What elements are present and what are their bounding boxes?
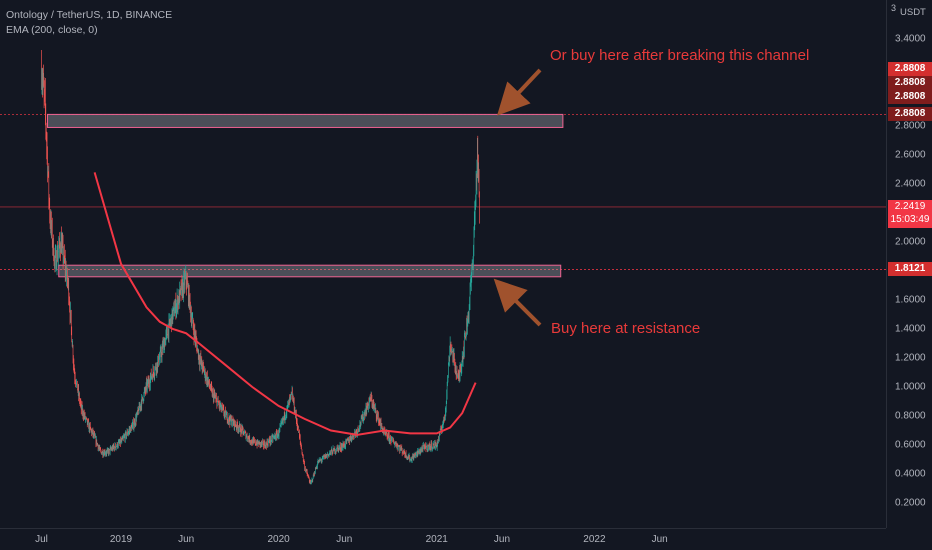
price-tick-label: 2.6000 bbox=[895, 149, 926, 161]
bar-countdown: 15:03:49 bbox=[890, 213, 930, 225]
time-tick-label: Jun bbox=[336, 534, 353, 545]
annotation-upper: Or buy here after breaking this channel bbox=[550, 47, 810, 64]
ema-line bbox=[93, 172, 477, 436]
price-tick-label: 2.4000 bbox=[895, 178, 926, 190]
resistance-price-tag: 2.8808 bbox=[888, 107, 932, 122]
ema-indicator-label: EMA (200, close, 0) bbox=[6, 24, 98, 36]
symbol-title: Ontology / TetherUS, 1D, BINANCE bbox=[6, 9, 173, 21]
chart-legend: Ontology / TetherUS, 1D, BINANCE EMA (20… bbox=[6, 8, 172, 38]
upper-channel-zone bbox=[47, 113, 564, 128]
current-price-tag: 2.2419 15:03:49 bbox=[888, 199, 932, 228]
price-tick-label: 1.0000 bbox=[895, 381, 926, 393]
lower-resistance-zone bbox=[58, 264, 562, 278]
price-tick-label: 3.4000 bbox=[895, 33, 926, 45]
price-tick-label: 1.2000 bbox=[895, 352, 926, 364]
time-tick-label: 2019 bbox=[109, 534, 133, 545]
currency-unit: USDT bbox=[900, 7, 926, 18]
price-tick-label: 2.8000 bbox=[895, 120, 926, 132]
price-tick-label: 0.8000 bbox=[895, 410, 926, 422]
time-tick-label: 2021 bbox=[425, 534, 448, 545]
price-axis-top-label: 3 bbox=[891, 3, 897, 13]
price-tick-label: 0.2000 bbox=[895, 497, 926, 509]
price-tick-label: 1.6000 bbox=[895, 294, 926, 306]
current-price-value: 2.2419 bbox=[894, 200, 926, 212]
price-tick-label: 2.0000 bbox=[895, 236, 926, 248]
price-tick-label: 0.6000 bbox=[895, 439, 926, 451]
resistance-price-tag: 2.8808 bbox=[888, 76, 932, 91]
resistance-price-tag: 2.8808 bbox=[888, 62, 932, 77]
annotation-lower: Buy here at resistance bbox=[551, 320, 701, 337]
price-chart[interactable] bbox=[0, 0, 886, 528]
annotation-arrow-upper bbox=[497, 68, 542, 116]
time-tick-label: 2020 bbox=[267, 534, 290, 545]
resistance-price-tag-lower: 1.8121 bbox=[888, 262, 932, 277]
price-axis[interactable]: 3 USDT 3.40002.80002.60002.40002.20002.0… bbox=[886, 0, 932, 528]
time-axis[interactable]: Jul 2019 Jun 2020 Jun 2021 Jun 2022 Jun bbox=[0, 528, 886, 550]
resistance-price-tag: 2.8808 bbox=[888, 90, 932, 105]
time-tick-label: Jun bbox=[178, 534, 195, 545]
time-tick-label: Jul bbox=[35, 534, 48, 545]
price-tick-label: 0.4000 bbox=[895, 468, 926, 480]
time-tick-label: Jun bbox=[651, 534, 668, 545]
annotation-arrow-lower bbox=[493, 278, 542, 327]
price-tick-label: 1.4000 bbox=[895, 323, 926, 335]
chart-area[interactable]: Ontology / TetherUS, 1D, BINANCE EMA (20… bbox=[0, 0, 886, 528]
time-tick-label: Jun bbox=[493, 534, 511, 545]
time-tick-label: 2022 bbox=[583, 534, 606, 545]
